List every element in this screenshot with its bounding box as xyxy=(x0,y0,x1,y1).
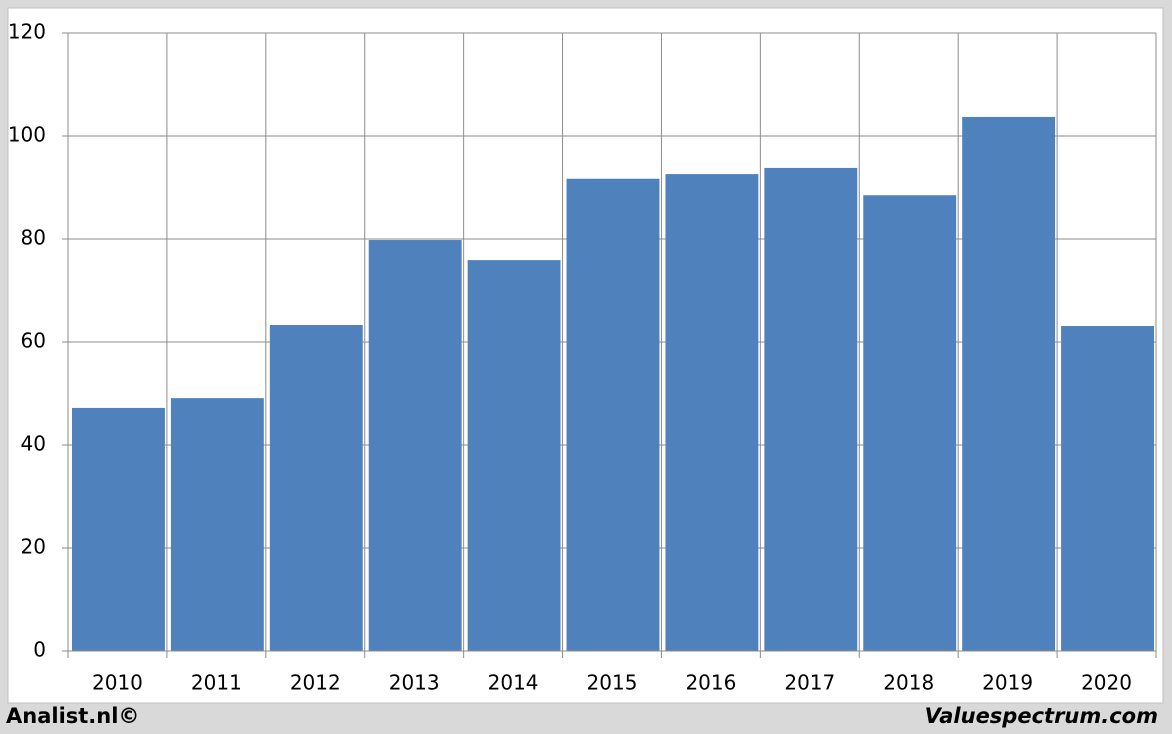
bar xyxy=(269,325,363,651)
x-tick-label: 2017 xyxy=(784,671,835,695)
bar xyxy=(72,407,165,651)
x-tick-label: 2015 xyxy=(587,671,638,695)
y-tick-label: 80 xyxy=(21,226,46,250)
source-left: Analist.nl© xyxy=(6,704,139,728)
bar xyxy=(863,195,957,651)
bar xyxy=(368,240,462,651)
bar xyxy=(1061,326,1154,651)
y-tick-label: 60 xyxy=(21,329,46,353)
x-tick-label: 2020 xyxy=(1081,671,1132,695)
y-tick-label: 20 xyxy=(21,535,46,559)
y-tick-label: 0 xyxy=(33,638,46,662)
bar xyxy=(962,116,1056,651)
bar xyxy=(665,174,759,652)
x-tick-label: 2011 xyxy=(191,671,242,695)
bar xyxy=(566,178,660,651)
bar xyxy=(764,167,858,651)
x-tick-label: 2018 xyxy=(883,671,934,695)
bar xyxy=(467,260,561,651)
y-tick-label: 100 xyxy=(8,123,46,147)
x-tick-label: 2010 xyxy=(92,671,143,695)
x-tick-label: 2013 xyxy=(389,671,440,695)
x-tick-label: 2014 xyxy=(488,671,539,695)
x-tick-label: 2016 xyxy=(685,671,736,695)
bar xyxy=(170,398,264,651)
x-tick-label: 2012 xyxy=(290,671,341,695)
x-tick-label: 2019 xyxy=(982,671,1033,695)
y-tick-label: 40 xyxy=(21,432,46,456)
source-right: Valuespectrum.com xyxy=(925,704,1158,728)
y-tick-label: 120 xyxy=(8,20,46,44)
